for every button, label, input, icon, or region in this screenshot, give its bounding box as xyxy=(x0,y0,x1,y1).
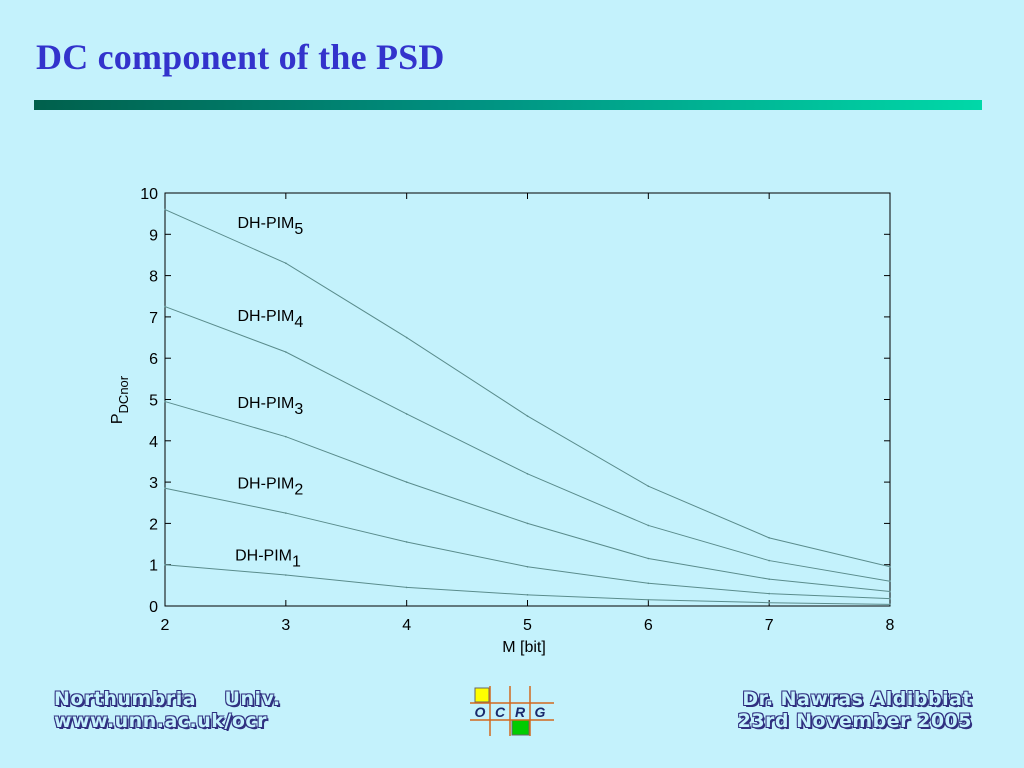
x-tick-label: 7 xyxy=(765,617,774,634)
x-tick-label: 4 xyxy=(402,617,411,634)
y-tick-label: 10 xyxy=(140,186,158,203)
data-point xyxy=(164,487,166,490)
series-label-subscript: 2 xyxy=(294,481,303,498)
series-label-subscript: 4 xyxy=(294,314,303,331)
series-label-name: DH-PIM xyxy=(238,395,295,412)
logo-letter-o: O xyxy=(475,704,486,720)
data-point xyxy=(647,524,650,527)
data-point xyxy=(647,485,650,488)
x-tick-label: 8 xyxy=(886,617,895,634)
axis-tick-labels: 2 3 4 5 6 7 8 0 1 2 3 4 5 6 7 8 9 10 xyxy=(140,186,894,634)
data-point xyxy=(164,400,166,403)
data-point xyxy=(526,522,529,525)
data-point xyxy=(768,559,770,562)
data-point xyxy=(526,565,529,568)
series-lines xyxy=(164,208,891,606)
data-point xyxy=(285,351,287,353)
data-point xyxy=(164,563,166,566)
title-divider xyxy=(34,100,982,110)
data-point xyxy=(526,415,529,417)
y-tick-label: 4 xyxy=(149,434,158,451)
y-tick-label: 8 xyxy=(149,269,158,286)
footer-website: www.unn.ac.uk/ocr xyxy=(54,710,268,732)
logo-letter-r: R xyxy=(515,704,526,720)
x-tick-label: 6 xyxy=(644,617,653,634)
data-point xyxy=(647,582,650,585)
data-point xyxy=(405,541,408,543)
logo-letter-c: C xyxy=(495,704,506,720)
series-label-subscript: 5 xyxy=(294,221,303,238)
series-label-name: DH-PIM xyxy=(238,215,295,232)
series-label-dh-pim-5: DH-PIM5 xyxy=(238,215,304,238)
series-label-subscript: 3 xyxy=(294,401,303,418)
data-point xyxy=(768,537,770,539)
series-line-dh-pim-2 xyxy=(164,487,891,600)
logo-green-square xyxy=(511,719,530,736)
data-point xyxy=(285,512,287,514)
logo-yellow-square xyxy=(474,687,490,703)
y-tick-label: 9 xyxy=(149,227,158,244)
x-tick-label: 2 xyxy=(161,617,170,634)
series-label-name: DH-PIM xyxy=(238,308,295,325)
footer-university-name: Northumbria Univ. xyxy=(54,688,281,710)
series-label-dh-pim-1: DH-PIM1 xyxy=(235,548,301,571)
footer-author-name: Dr. Nawras Aldibbiat xyxy=(742,688,972,710)
x-tick-label: 5 xyxy=(523,617,532,634)
series-label-dh-pim-4: DH-PIM4 xyxy=(238,308,304,331)
slide-title: DC component of the PSD xyxy=(36,37,445,77)
x-axis-label: M [bit] xyxy=(502,639,546,656)
data-point xyxy=(285,435,287,438)
y-tick-label: 6 xyxy=(149,351,158,368)
data-point xyxy=(647,557,650,560)
series-line-dh-pim-4 xyxy=(164,306,891,582)
series-label-subscript: 1 xyxy=(292,554,301,571)
data-point xyxy=(889,590,891,593)
data-point xyxy=(405,586,408,589)
data-point xyxy=(889,603,891,606)
series-label-dh-pim-2: DH-PIM2 xyxy=(238,475,304,498)
data-point xyxy=(164,305,166,308)
series-line-dh-pim-5 xyxy=(164,209,891,568)
series-label-name: DH-PIM xyxy=(235,548,292,565)
data-point xyxy=(285,262,287,265)
data-point xyxy=(526,594,529,596)
footer-university: Northumbria Univ. www.unn.ac.uk/ocr xyxy=(54,688,281,732)
ocrg-logo: O C R G xyxy=(470,686,554,736)
data-point xyxy=(405,481,408,483)
series-line-dh-pim-1 xyxy=(164,564,891,605)
data-point xyxy=(889,597,891,600)
series-label-name: DH-PIM xyxy=(238,475,295,492)
logo-letter-g: G xyxy=(535,704,546,720)
y-axis-label-main: P xyxy=(109,413,126,424)
data-point xyxy=(647,599,650,601)
data-point xyxy=(405,413,408,415)
y-axis-label-sub: DCnor xyxy=(116,375,131,413)
data-point xyxy=(526,473,529,475)
data-point xyxy=(889,565,891,568)
y-tick-label: 5 xyxy=(149,393,158,410)
data-point xyxy=(285,574,287,576)
data-point xyxy=(768,601,770,604)
data-point xyxy=(164,208,166,211)
data-point xyxy=(405,336,408,339)
data-point xyxy=(889,580,891,583)
y-tick-label: 3 xyxy=(149,475,158,492)
footer-author: Dr. Nawras Aldibbiat 23rd November 2005 xyxy=(738,688,972,732)
series-label-dh-pim-3: DH-PIM3 xyxy=(238,395,304,418)
data-point xyxy=(768,592,770,595)
y-tick-label: 0 xyxy=(149,599,158,616)
y-axis-label: PDCnor xyxy=(109,375,131,424)
axis-ticks xyxy=(164,192,891,607)
y-tick-label: 7 xyxy=(149,310,158,327)
svg-text:PDCnor: PDCnor xyxy=(109,375,131,424)
footer-date: 23rd November 2005 xyxy=(737,710,972,732)
x-tick-label: 3 xyxy=(281,617,290,634)
y-tick-label: 2 xyxy=(149,516,158,533)
data-point xyxy=(768,578,770,580)
y-tick-label: 1 xyxy=(149,558,158,575)
